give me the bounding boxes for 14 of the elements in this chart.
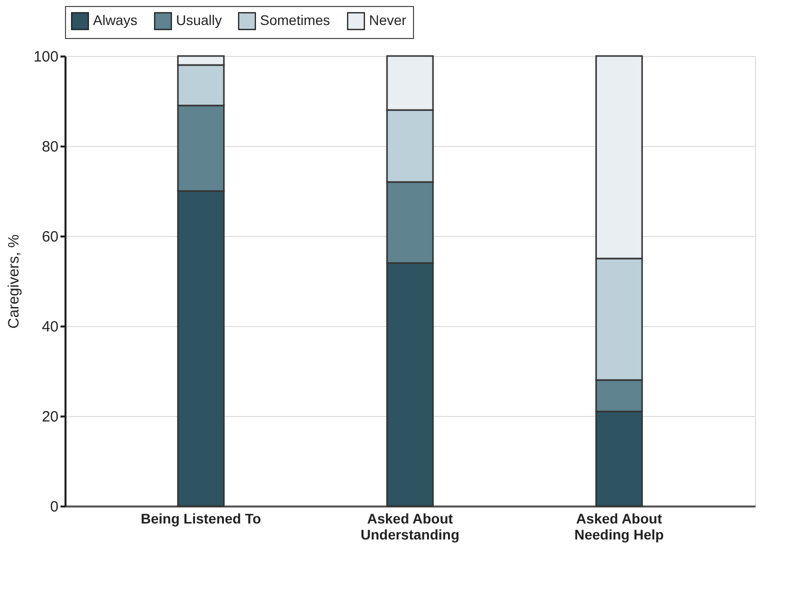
legend-label: Never bbox=[369, 12, 407, 28]
legend-label: Always bbox=[93, 12, 138, 28]
x-tick-label: Being Listened To bbox=[140, 510, 262, 526]
y-tick-label: 20 bbox=[42, 408, 58, 426]
y-tick-label: 40 bbox=[42, 318, 58, 336]
legend-label: Sometimes bbox=[260, 12, 330, 28]
x-tick-label: Asked About Understanding bbox=[360, 510, 460, 542]
legend-label: Usually bbox=[176, 12, 222, 28]
y-axis-title: Caregivers, % bbox=[5, 234, 22, 329]
y-tick-label: 100 bbox=[33, 48, 58, 66]
y-tick-label: 80 bbox=[42, 138, 58, 156]
x-tick-label: Asked About Needing Help bbox=[574, 510, 664, 542]
y-tick-label: 0 bbox=[50, 498, 58, 516]
y-tick-label: 60 bbox=[42, 228, 58, 246]
